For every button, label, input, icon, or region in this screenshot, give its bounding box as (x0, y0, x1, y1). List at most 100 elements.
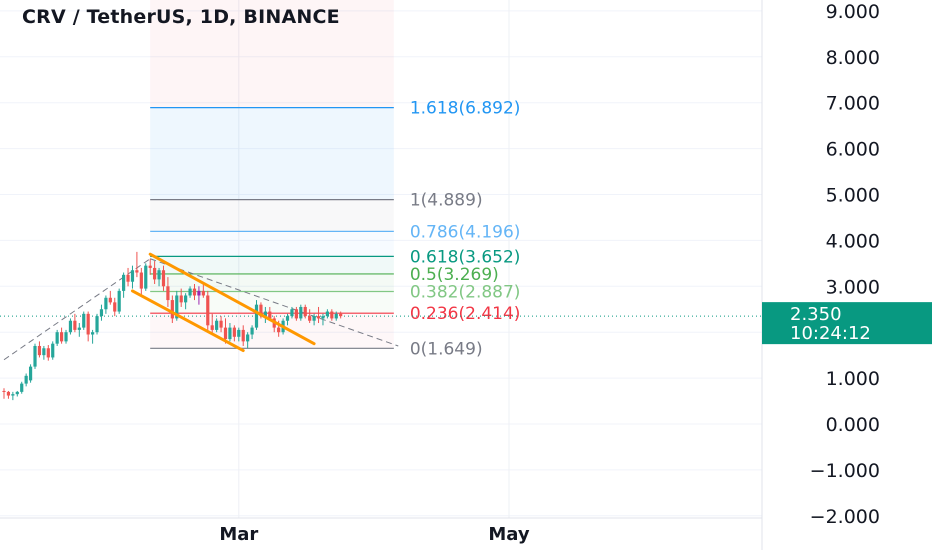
x-tick-label: Mar (219, 524, 258, 545)
channel-line (148, 252, 316, 346)
price-tag-countdown: 10:24:12 (790, 323, 871, 344)
candle-body (113, 302, 117, 312)
price-tag-bg (762, 302, 932, 345)
candle (237, 327, 241, 342)
candle-body (219, 320, 223, 328)
fib-level-label: 0(1.649) (410, 339, 483, 359)
candle (6, 390, 11, 399)
candle-body (104, 297, 108, 310)
candle-body (51, 343, 55, 358)
candle (68, 318, 73, 335)
candle-body (28, 366, 33, 381)
fib-retracement: 1.618(6.892) 1(4.889) 0.786(4.196) 0.618(3.… (150, 0, 520, 359)
candle-body (99, 309, 104, 317)
candle (184, 293, 188, 310)
candle (28, 364, 33, 383)
candle-body (312, 316, 316, 321)
candle-body (73, 320, 77, 330)
time-axis: Mar May (219, 524, 530, 545)
price-axis: 9.0008.0007.0006.0005.0004.0003.0002.000… (810, 1, 880, 528)
y-tick-label: 6.000 (826, 139, 880, 161)
candle (254, 300, 259, 330)
candle (42, 345, 46, 360)
candle-body (184, 295, 188, 303)
y-tick-label: 5.000 (826, 185, 880, 207)
candle (192, 284, 197, 301)
candle (219, 316, 223, 333)
candle-body (170, 300, 174, 319)
candle (55, 329, 59, 346)
candle-body (144, 265, 148, 289)
candle-body (126, 274, 130, 282)
y-tick-label: 1.000 (826, 368, 880, 390)
channel-line (130, 289, 245, 353)
candle-body (37, 345, 42, 356)
candle (321, 313, 325, 326)
fib-zone (150, 256, 394, 274)
candle (232, 325, 236, 342)
candle-body (15, 391, 19, 395)
candle-body (82, 313, 86, 328)
x-tick-label: May (488, 524, 530, 545)
fib-level-label: 1(4.889) (410, 191, 483, 211)
fib-zone (150, 199, 394, 232)
y-tick-label: 9.000 (826, 1, 880, 23)
candle (2, 388, 6, 399)
candle-body (11, 394, 15, 396)
candle-body (86, 313, 90, 335)
candle (15, 390, 19, 397)
candle-body (24, 375, 28, 384)
candle (179, 288, 183, 307)
candle (290, 306, 294, 319)
y-tick-label: −2.000 (810, 506, 880, 528)
candle (215, 318, 219, 333)
candle-body (77, 327, 81, 330)
candle (312, 313, 316, 326)
candle-body (223, 327, 228, 340)
candle (263, 306, 267, 324)
candle-body (339, 313, 343, 317)
candle (166, 277, 170, 307)
candle-body (294, 309, 298, 319)
candle-body (303, 306, 307, 317)
candle (130, 265, 135, 289)
candle (104, 295, 108, 314)
candle-body (192, 288, 197, 296)
fib-level-label: 1.618(6.892) (410, 99, 521, 119)
candle-body (268, 311, 272, 319)
candle (108, 290, 112, 305)
candle-body (201, 290, 205, 296)
candle-body (157, 270, 161, 280)
candle (308, 309, 312, 324)
candle (170, 295, 174, 324)
candle-body (95, 316, 99, 333)
candle (299, 304, 303, 321)
fib-level-label: 0.382(2.887) (410, 282, 521, 302)
candle (210, 313, 214, 335)
candle (303, 304, 307, 319)
candle-body (91, 332, 95, 335)
candle (197, 286, 201, 305)
candle (73, 313, 77, 333)
candle-body (166, 286, 170, 301)
candle (241, 325, 245, 346)
candle-body (325, 311, 329, 317)
candle-body (64, 332, 68, 342)
candle (11, 391, 15, 401)
candle-body (139, 272, 143, 289)
candle (122, 272, 126, 298)
candle-body (197, 290, 201, 296)
candle-body (250, 327, 254, 335)
candle (46, 345, 50, 361)
y-tick-label: 7.000 (826, 93, 880, 115)
candle-body (122, 274, 126, 291)
y-tick-label: −1.000 (810, 460, 880, 482)
candle-body (59, 332, 64, 342)
candle-body (42, 348, 46, 356)
fib-zone-top (150, 0, 394, 108)
candle (86, 311, 90, 342)
candle-body (232, 327, 236, 337)
